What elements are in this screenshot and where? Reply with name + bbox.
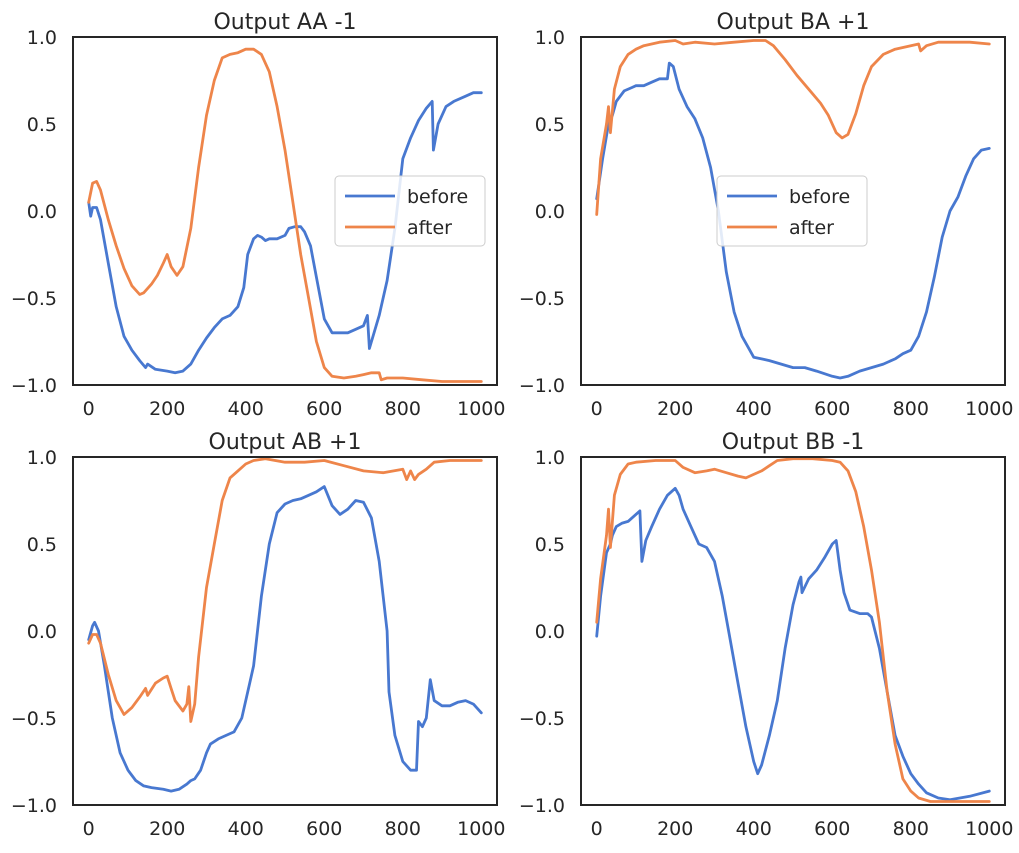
plot-frame — [72, 36, 498, 386]
x-tick-label: 200 — [149, 398, 185, 420]
x-tick-label: 1000 — [965, 818, 1013, 840]
legend: before after — [334, 175, 486, 247]
x-tick-label: 800 — [385, 818, 421, 840]
x-tick-label: 400 — [736, 818, 772, 840]
y-tick-label: −0.5 — [11, 708, 57, 730]
plot-frame — [72, 456, 498, 806]
x-tick-label: 800 — [893, 818, 929, 840]
x-tick-label: 800 — [893, 398, 929, 420]
series-line-before — [595, 486, 991, 802]
y-tick-label: 0.5 — [535, 534, 565, 556]
series-line-after — [87, 47, 483, 383]
y-tick-label: 0.0 — [27, 201, 57, 223]
subplot-1: Output AA -1 0 200 400 600 800 1000 −1.0 −0.5 0.0… — [11, 10, 506, 420]
subplot-title: Output AA -1 — [213, 10, 356, 35]
legend-label-before: before — [407, 186, 468, 208]
x-tick-label: 200 — [657, 818, 693, 840]
x-tick-label: 600 — [814, 818, 850, 840]
y-tick-label: 1.0 — [535, 447, 565, 469]
x-tick-label: 600 — [306, 818, 342, 840]
x-tick-label: 600 — [814, 398, 850, 420]
x-tick-label: 1000 — [457, 398, 505, 420]
x-tick-label: 400 — [228, 398, 264, 420]
x-tick-label: 0 — [591, 818, 603, 840]
x-tick-label: 800 — [385, 398, 421, 420]
subplot-title: Output BA +1 — [717, 10, 870, 35]
series-line-after — [595, 39, 991, 216]
x-tick-label: 0 — [83, 818, 95, 840]
legend-box — [716, 175, 868, 247]
y-tick-label: −1.0 — [11, 375, 57, 397]
plot-frame — [580, 456, 1006, 806]
x-tick-label: 400 — [736, 398, 772, 420]
subplot-3: Output AB +1 0 200 400 600 800 1000 −1.0 −0.5 0.0… — [11, 430, 506, 840]
series-line-after — [595, 457, 991, 803]
legend-label-after: after — [789, 217, 834, 239]
series-line-before — [87, 485, 483, 793]
subplot-title: Output AB +1 — [209, 430, 362, 455]
legend-label-after: after — [407, 217, 452, 239]
y-tick-label: 0.5 — [27, 534, 57, 556]
subplot-4: Output BB -1 0 200 400 600 800 1000 −1.0 −0.5 0.0… — [519, 430, 1014, 840]
x-tick-label: 200 — [149, 818, 185, 840]
legend: before after — [716, 175, 868, 247]
y-tick-label: 0.5 — [535, 114, 565, 136]
y-tick-label: 0.0 — [535, 621, 565, 643]
legend-label-before: before — [789, 186, 850, 208]
series-line-before — [87, 91, 483, 375]
x-tick-label: 0 — [83, 398, 95, 420]
plot-frame — [580, 36, 1006, 386]
y-tick-label: 0.5 — [27, 114, 57, 136]
x-tick-label: 600 — [306, 398, 342, 420]
series-line-before — [595, 61, 991, 380]
subplot-2: Output BA +1 0 200 400 600 800 1000 −1.0 −0.5 0.0… — [519, 10, 1014, 420]
x-tick-label: 0 — [591, 398, 603, 420]
y-tick-label: −1.0 — [11, 795, 57, 817]
subplot-title: Output BB -1 — [722, 430, 865, 455]
y-tick-label: −0.5 — [519, 288, 565, 310]
y-tick-label: 1.0 — [535, 27, 565, 49]
y-tick-label: −0.5 — [519, 708, 565, 730]
y-tick-label: 1.0 — [27, 27, 57, 49]
y-tick-label: −1.0 — [519, 375, 565, 397]
y-tick-label: 1.0 — [27, 447, 57, 469]
x-tick-label: 200 — [657, 398, 693, 420]
x-tick-label: 1000 — [457, 818, 505, 840]
series-line-after — [87, 457, 483, 723]
x-tick-label: 400 — [228, 818, 264, 840]
legend-box — [334, 175, 486, 247]
x-tick-label: 1000 — [965, 398, 1013, 420]
y-tick-label: 0.0 — [535, 201, 565, 223]
y-tick-label: −0.5 — [11, 288, 57, 310]
y-tick-label: −1.0 — [519, 795, 565, 817]
y-tick-label: 0.0 — [27, 621, 57, 643]
